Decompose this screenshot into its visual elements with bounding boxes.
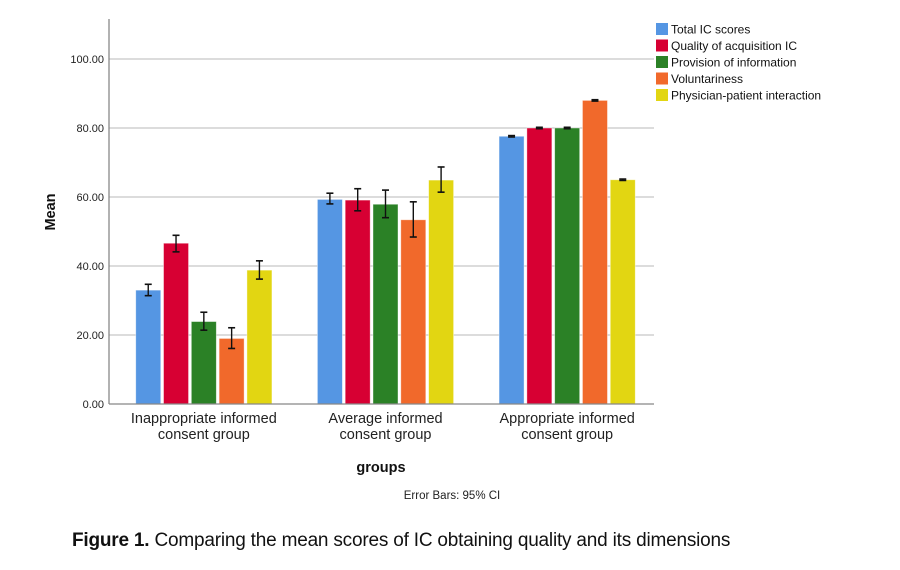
legend-swatch — [656, 39, 668, 52]
error-bars — [144, 98, 627, 350]
error-bar — [437, 166, 445, 193]
error-bar — [409, 201, 417, 238]
error-bar — [563, 126, 571, 130]
error-bar — [172, 234, 180, 253]
bar-chart: 0.00 20.00 40.00 60.00 80.00 100.00 Inappropr… — [43, 19, 821, 502]
legend-item: Total IC scores — [656, 23, 750, 37]
x-category-label: consent group — [158, 427, 250, 443]
figure-label: Figure 1. — [72, 530, 150, 551]
bar-4-0 — [246, 269, 273, 405]
error-bar — [619, 178, 627, 182]
legend: Total IC scores Quality of acquisition IC… — [656, 23, 821, 103]
bar-4-1 — [428, 179, 455, 405]
legend-label: Total IC scores — [671, 23, 750, 37]
legend-label: Quality of acquisition IC — [671, 39, 797, 53]
y-tick-label: 0.00 — [83, 399, 104, 411]
bars — [135, 100, 636, 405]
legend-label: Physician-patient interaction — [671, 89, 821, 103]
bar-2-1 — [372, 203, 399, 405]
bar-2-0 — [190, 321, 217, 405]
legend-item: Voluntariness — [656, 72, 743, 86]
bar-3-0 — [218, 338, 245, 405]
bar-0-1 — [316, 199, 343, 405]
legend-label: Voluntariness — [671, 72, 743, 86]
legend-item: Physician-patient interaction — [656, 89, 821, 103]
error-bar — [228, 326, 236, 350]
legend-swatch — [656, 89, 668, 101]
x-category-label: Appropriate informed — [499, 411, 634, 427]
y-tick-label: 60.00 — [76, 192, 104, 204]
bar-2-2 — [554, 127, 581, 405]
x-category-label: Inappropriate informed — [131, 411, 277, 427]
figure-caption-text: Comparing the mean scores of IC obtainin… — [149, 530, 731, 551]
bar-1-1 — [344, 199, 371, 405]
legend-item: Quality of acquisition IC — [656, 39, 797, 53]
y-tick-label: 20.00 — [76, 330, 104, 342]
legend-item: Provision of information — [656, 56, 796, 70]
legend-swatch — [656, 23, 668, 35]
legend-label: Provision of information — [671, 56, 796, 70]
error-bar — [144, 283, 152, 297]
error-bar — [200, 311, 208, 331]
y-tick-label: 100.00 — [70, 54, 104, 66]
y-axis-title: Mean — [43, 193, 59, 230]
error-bar — [591, 98, 599, 102]
error-bar — [535, 126, 543, 130]
error-bar — [382, 189, 389, 219]
x-axis-title: groups — [356, 460, 405, 476]
error-bar — [508, 134, 516, 138]
figure-caption: Figure 1. Comparing the mean scores of I… — [72, 530, 730, 552]
bar-3-2 — [582, 100, 608, 405]
bar-1-0 — [163, 242, 189, 405]
error-bar — [255, 260, 263, 280]
x-category-label: consent group — [340, 427, 432, 443]
error-bar — [354, 187, 362, 212]
bar-0-0 — [135, 289, 162, 405]
axes — [108, 19, 654, 405]
error-bar — [326, 192, 334, 205]
bar-3-1 — [400, 219, 427, 405]
y-tick-labels: 0.00 20.00 40.00 60.00 80.00 100.00 — [70, 54, 104, 411]
x-category-label: consent group — [521, 427, 613, 443]
legend-swatch — [656, 56, 668, 68]
bar-0-2 — [498, 135, 525, 405]
error-bars-note: Error Bars: 95% CI — [404, 490, 501, 502]
bar-1-2 — [526, 127, 553, 405]
y-tick-label: 80.00 — [76, 123, 104, 135]
y-tick-label: 40.00 — [76, 261, 104, 273]
legend-swatch — [656, 72, 668, 85]
bar-4-2 — [609, 179, 636, 405]
x-category-label: Average informed — [328, 411, 442, 427]
